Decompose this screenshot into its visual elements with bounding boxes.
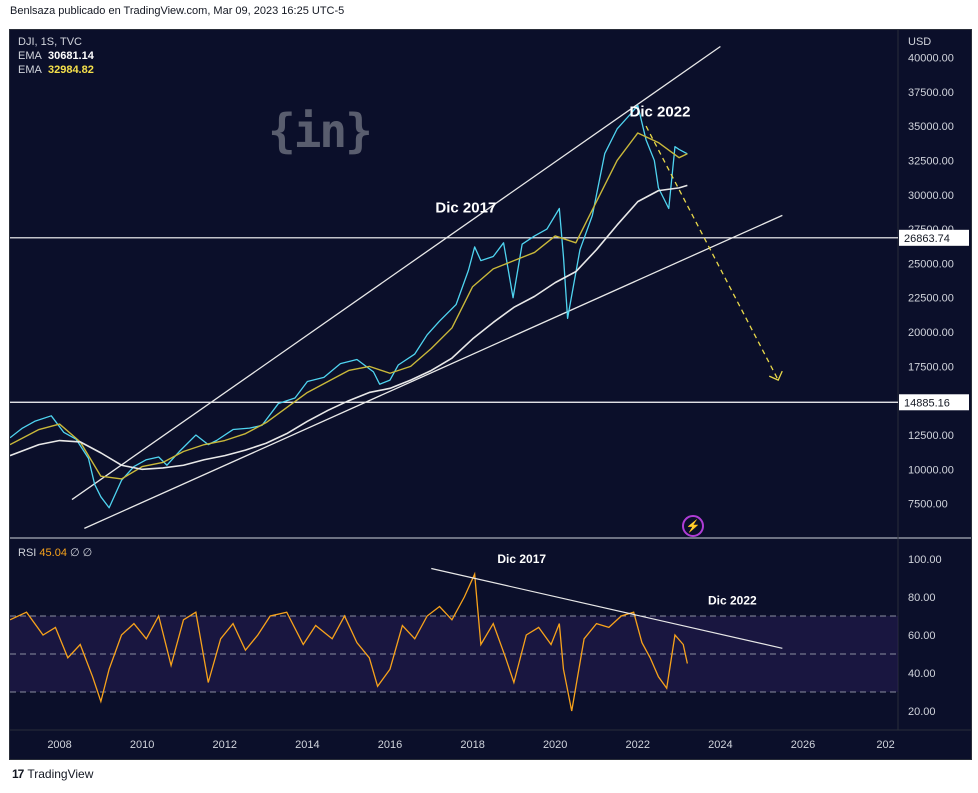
x-tick-label: 2026	[791, 739, 815, 751]
time-axis: 2008 2010 2012 2014 2016 2018 2020 2022 2024 2026…	[10, 729, 971, 751]
y-tick-label: 22500.00	[908, 293, 954, 305]
series-line	[10, 184, 688, 471]
annotation-label: Dic 2022	[630, 103, 691, 120]
lightning-icon[interactable]: ⚡	[682, 515, 704, 537]
price-pane: USD 40000.00 37500.00 35000.00 32500.00 30000…	[10, 30, 971, 730]
ema-value: 30681.14	[47, 50, 94, 62]
rsi-legend: RSI 45.04 ∅ ∅	[18, 546, 92, 559]
footer-brand[interactable]: TradingView	[27, 767, 94, 781]
chart-canvas[interactable]: USD 40000.00 37500.00 35000.00 32500.00 30000…	[10, 30, 971, 759]
y-tick-label: 17500.00	[908, 361, 954, 373]
y-tick-label: 30000.00	[908, 190, 954, 202]
rsi-annotation-label: Dic 2017	[497, 552, 546, 566]
level-label: 14885.16	[904, 397, 950, 409]
y-tick-label: 40000.00	[908, 52, 954, 64]
rsi-tick-label: 60.00	[908, 630, 936, 642]
rsi-extra: ∅ ∅	[70, 547, 93, 559]
y-tick-label: 7500.00	[908, 499, 948, 511]
series-line	[10, 104, 688, 509]
y-tick-label: 25000.00	[908, 258, 954, 270]
projection-line	[645, 125, 779, 381]
rsi-tick-label: 20.00	[908, 706, 936, 718]
y-tick-label: 32500.00	[908, 155, 954, 167]
y-tick-label: 10000.00	[908, 464, 954, 476]
indicator-legend: DJI, 1S, TVC EMA 30681.14 EMA 32984.82	[18, 35, 94, 77]
rsi-tick-label: 80.00	[908, 592, 936, 604]
level-tag	[899, 229, 969, 246]
currency-label: USD	[908, 36, 931, 48]
trendline	[84, 214, 783, 529]
x-tick-label: 2016	[378, 739, 402, 751]
rsi-value: 45.04	[39, 547, 67, 559]
rsi-label[interactable]: RSI	[18, 547, 37, 559]
rsi-tick-label: 100.00	[908, 554, 942, 566]
rsi-annotation-label: Dic 2022	[708, 594, 757, 608]
y-tick-label: 35000.00	[908, 121, 954, 133]
symbol-label[interactable]: DJI, 1S, TVC	[18, 36, 82, 48]
x-tick-label: 2022	[626, 739, 650, 751]
rsi-tick-label: 40.00	[908, 668, 936, 680]
annotation-label: Dic 2017	[435, 200, 496, 217]
watermark-logo: {in}	[268, 104, 373, 158]
x-tick-label: 2010	[130, 739, 154, 751]
x-tick-label: 2012	[213, 739, 237, 751]
level-tag	[899, 394, 969, 411]
footer: 17 TradingView	[12, 767, 93, 781]
projection-arrowhead	[768, 370, 783, 381]
ema-label: EMA	[18, 64, 42, 76]
rsi-trendline	[431, 567, 783, 649]
x-tick-label: 2008	[47, 739, 71, 751]
tradingview-logo-icon: 17	[12, 767, 24, 781]
series-line	[10, 132, 688, 480]
ema-label: EMA	[18, 50, 42, 62]
x-tick-label: 2014	[295, 739, 319, 751]
chart-frame[interactable]: USD 40000.00 37500.00 35000.00 32500.00 30000…	[9, 29, 972, 760]
y-tick-label: 20000.00	[908, 327, 954, 339]
y-tick-label: 37500.00	[908, 87, 954, 99]
trendline	[71, 45, 721, 501]
y-tick-label: 12500.00	[908, 430, 954, 442]
publish-header: Benlsaza publicado en TradingView.com, M…	[10, 5, 345, 17]
rsi-line	[10, 571, 688, 712]
x-tick-label: 2018	[460, 739, 484, 751]
x-tick-label: 2024	[708, 739, 732, 751]
rsi-pane: 100.00 80.00 60.00 40.00 20.00 Dic 2017 Dic 20…	[10, 552, 942, 718]
ema-value: 32984.82	[47, 64, 94, 76]
x-tick-label: 2020	[543, 739, 567, 751]
level-label: 26863.74	[904, 233, 950, 245]
x-tick-label: 202	[876, 739, 894, 751]
